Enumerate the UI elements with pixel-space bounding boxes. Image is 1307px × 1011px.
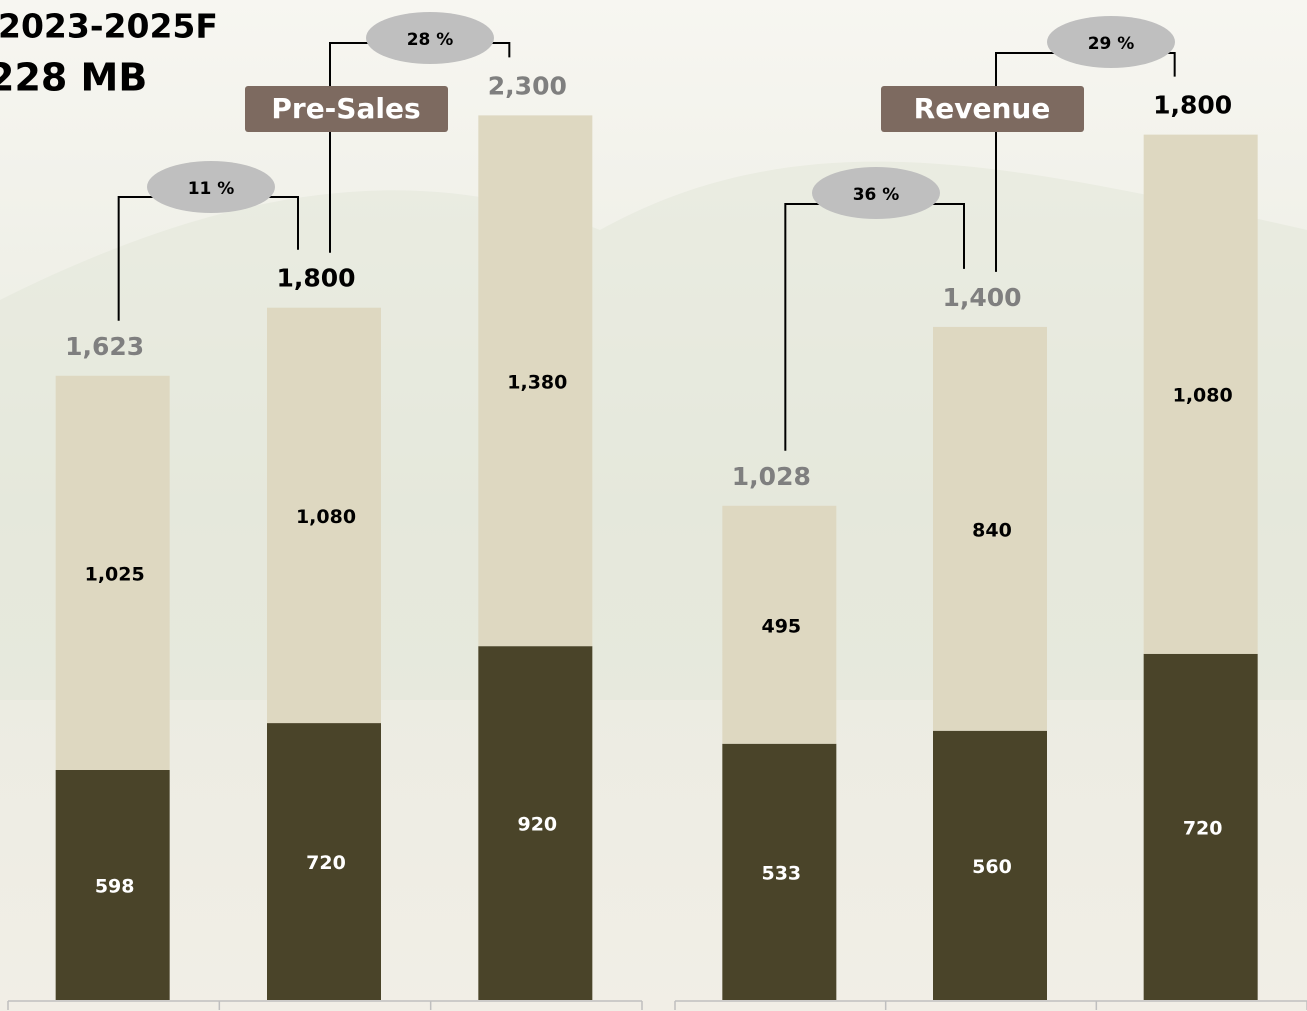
bar-segment xyxy=(933,326,1047,731)
segment-label: 720 xyxy=(306,852,346,874)
segment-label: 1,380 xyxy=(507,371,567,393)
total-label: 2,300 xyxy=(488,71,567,100)
header-line: 228 MB xyxy=(0,56,147,100)
title-box xyxy=(881,86,1084,132)
total-label: 1,400 xyxy=(942,283,1021,312)
growth-bubble xyxy=(812,167,940,219)
segment-label: 1,080 xyxy=(1173,385,1233,407)
bar-segment xyxy=(478,646,593,1000)
segment-label: 598 xyxy=(95,876,135,898)
bar-segment xyxy=(1143,134,1258,654)
bar-segment xyxy=(267,307,381,724)
growth-bubble xyxy=(366,12,494,64)
segment-label: 920 xyxy=(517,814,557,836)
bar-segment xyxy=(55,770,170,1000)
bar-segment xyxy=(478,115,593,647)
background-hills xyxy=(0,161,1307,701)
segment-label: 720 xyxy=(1183,817,1223,839)
segment-label: 1,080 xyxy=(296,506,356,528)
total-label: 1,800 xyxy=(276,264,355,293)
segment-label: 1,025 xyxy=(85,563,145,585)
growth-label: 28 % xyxy=(407,30,454,50)
segment-label: 840 xyxy=(972,519,1012,541)
growth-bubble xyxy=(147,161,275,213)
total-label: 1,800 xyxy=(1153,91,1232,120)
bar-segment xyxy=(933,730,1047,1000)
bar-segment xyxy=(267,723,381,1000)
growth-bubble xyxy=(1047,16,1175,68)
growth-label: 11 % xyxy=(188,179,235,199)
segment-label: 533 xyxy=(761,862,801,884)
bar-segment xyxy=(722,505,837,744)
chart-title: Pre-Sales xyxy=(271,92,420,125)
chart-title: Revenue xyxy=(914,92,1051,125)
total-label: 1,623 xyxy=(65,332,144,361)
segment-label: 495 xyxy=(761,615,801,637)
growth-label: 29 % xyxy=(1088,34,1135,54)
total-label: 1,028 xyxy=(732,462,811,491)
bar-segment xyxy=(722,743,837,1000)
header-line: 2023-2025F xyxy=(0,7,218,46)
bar-segment xyxy=(55,375,170,770)
growth-label: 36 % xyxy=(853,185,900,205)
bar-segment xyxy=(1143,653,1258,1000)
title-box xyxy=(245,86,448,132)
segment-label: 560 xyxy=(972,856,1012,878)
